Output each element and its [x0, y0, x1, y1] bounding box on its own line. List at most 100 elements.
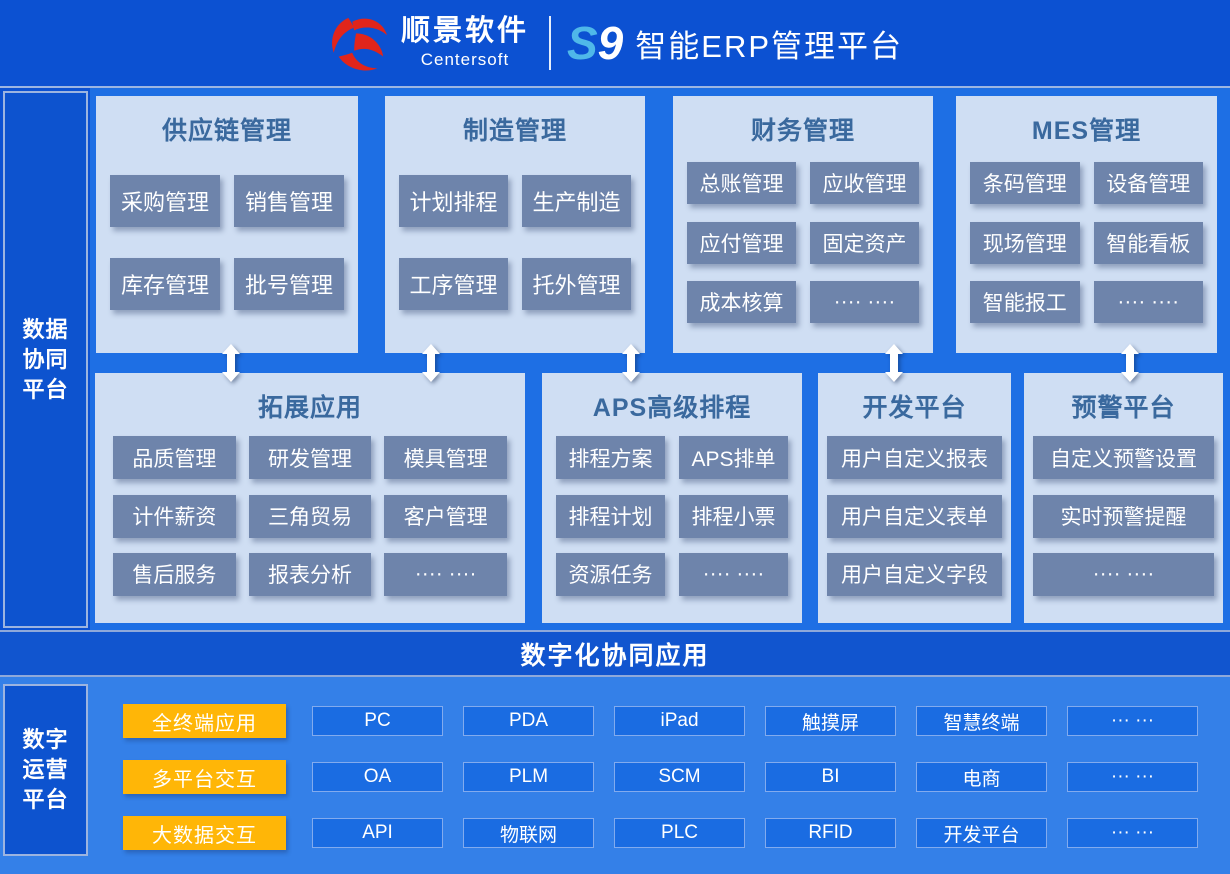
panel-grid: 总账管理 应收管理 应付管理 固定资产 成本核算 ···· ···· — [673, 144, 933, 353]
module-button[interactable]: 用户自定义表单 — [827, 494, 1002, 538]
module-button[interactable]: 智能报工 — [970, 281, 1080, 324]
terminal-button[interactable]: ··· ··· — [1067, 818, 1198, 848]
module-button[interactable]: 固定资产 — [810, 221, 919, 264]
panel-title: 制造管理 — [462, 117, 567, 145]
terminal-button[interactable]: BI — [765, 762, 896, 792]
module-panel-supply-chain: 供应链管理采购管理 销售管理 库存管理 批号管理 — [96, 96, 358, 353]
terminal-button[interactable]: iPad — [614, 706, 745, 736]
panel-title: APS高级排程 — [592, 394, 752, 422]
s9-logo-9: 9 — [597, 17, 624, 69]
module-button[interactable]: 采购管理 — [110, 175, 220, 227]
module-button[interactable]: APS排单 — [679, 436, 788, 480]
sidebar-label-line: 平台 — [22, 376, 69, 402]
terminal-button[interactable]: ··· ··· — [1067, 762, 1198, 792]
sidebar-label-line: 协同 — [22, 346, 69, 372]
category-tag-button[interactable]: 多平台交互 — [123, 760, 286, 794]
module-panel-extended-apps: 拓展应用 品质管理 研发管理 模具管理 计件薪资 三角贸易 客户管理 售后服务 报表分析 ····… — [95, 373, 525, 623]
module-button[interactable]: ···· ···· — [1033, 552, 1214, 596]
sidebar-label-line: 数字 — [22, 727, 69, 752]
module-button[interactable]: 总账管理 — [687, 161, 796, 204]
module-button[interactable]: 成本核算 — [687, 281, 796, 324]
module-button[interactable]: 售后服务 — [113, 552, 236, 596]
module-button[interactable]: 批号管理 — [234, 258, 344, 310]
module-panel-mes: MES管理条码管理 设备管理 现场管理 智能看板 智能报工 ···· ···· — [956, 96, 1217, 353]
updown-arrow-icon — [1121, 344, 1139, 382]
category-tag-button[interactable]: 大数据交互 — [123, 816, 286, 850]
terminal-row: 多平台交互 OA PLM SCM BI 电商 ··· ··· — [0, 760, 1230, 794]
module-button[interactable]: 研发管理 — [248, 436, 372, 480]
brand-name-en: Centersoft — [420, 49, 510, 69]
panel-grid: 计划排程 生产制造 工序管理 托外管理 — [385, 144, 645, 353]
module-button[interactable]: 计件薪资 — [113, 494, 236, 538]
module-button[interactable]: 客户管理 — [384, 494, 507, 538]
updown-arrow-icon — [622, 344, 640, 382]
module-button[interactable]: 现场管理 — [970, 221, 1080, 264]
sidebar-digital-operation-platform: 数字 运营 平台 — [3, 684, 88, 856]
panel-grid: 自定义预警设置 实时预警提醒 ···· ···· — [1024, 421, 1223, 623]
panel-title: 预警平台 — [1071, 394, 1176, 422]
panel-title: 开发平台 — [862, 394, 967, 422]
module-button[interactable]: 品质管理 — [113, 436, 236, 480]
digital-operation-zone: 全终端应用 PC PDA iPad 触摸屏 智慧终端 ··· ··· 多平台交互 OA PLM S… — [0, 677, 1230, 874]
sidebar-label-line: 平台 — [22, 787, 69, 812]
module-button[interactable]: 自定义预警设置 — [1033, 436, 1214, 480]
module-button[interactable]: 实时预警提醒 — [1033, 494, 1214, 538]
terminal-button[interactable]: 电商 — [916, 762, 1047, 792]
module-button[interactable]: ···· ···· — [679, 552, 788, 596]
panel-grid: 品质管理 研发管理 模具管理计件薪资 三角贸易 客户管理售后服务 报表分析 ···· ···… — [95, 421, 525, 623]
category-tag-button[interactable]: 全终端应用 — [123, 704, 286, 738]
sidebar-label-line: 运营 — [22, 757, 69, 782]
module-button[interactable]: 工序管理 — [399, 258, 508, 310]
sidebar-data-collaboration-platform: 数据 协同 平台 — [3, 91, 88, 628]
module-button[interactable]: 三角贸易 — [248, 494, 372, 538]
module-button[interactable]: 托外管理 — [522, 258, 631, 310]
terminal-button[interactable]: API — [312, 818, 443, 848]
terminal-button[interactable]: 物联网 — [463, 818, 594, 848]
terminal-button[interactable]: 触摸屏 — [765, 706, 896, 736]
terminal-button[interactable]: SCM — [614, 762, 745, 792]
module-button[interactable]: ···· ···· — [1093, 281, 1203, 324]
module-button[interactable]: 销售管理 — [234, 175, 344, 227]
panel-grid: 用户自定义报表 用户自定义表单 用户自定义字段 — [818, 421, 1011, 623]
module-panel-finance: 财务管理 总账管理 应收管理 应付管理 固定资产 成本核算 ···· ···· — [673, 96, 933, 353]
module-button[interactable]: 资源任务 — [556, 552, 665, 596]
module-button[interactable]: 排程小票 — [679, 494, 788, 538]
module-button[interactable]: 生产制造 — [522, 175, 631, 227]
module-panel-alert-platform: 预警平台自定义预警设置 实时预警提醒 ···· ···· — [1024, 373, 1223, 623]
module-button[interactable]: 应付管理 — [687, 221, 796, 264]
module-button[interactable]: 计划排程 — [399, 175, 508, 227]
panel-title: MES管理 — [1031, 117, 1142, 145]
module-button[interactable]: 智能看板 — [1093, 221, 1203, 264]
panel-grid: 条码管理 设备管理 现场管理 智能看板 智能报工 ···· ···· — [956, 144, 1217, 353]
brand-group: 顺景软件 Centersoft S9 智能ERP管理平台 — [327, 12, 903, 74]
module-button[interactable]: 排程计划 — [556, 494, 665, 538]
module-button[interactable]: 模具管理 — [384, 436, 507, 480]
panel-title: 供应链管理 — [161, 117, 292, 145]
module-button[interactable]: 排程方案 — [556, 436, 665, 480]
module-button[interactable]: 应收管理 — [810, 161, 919, 204]
module-button[interactable]: 用户自定义字段 — [827, 552, 1002, 596]
terminal-button[interactable]: PDA — [463, 706, 594, 736]
module-button[interactable]: 报表分析 — [248, 552, 372, 596]
terminal-button[interactable]: RFID — [765, 818, 896, 848]
terminal-button[interactable]: PLC — [614, 818, 745, 848]
module-button[interactable]: 设备管理 — [1093, 161, 1203, 204]
module-button[interactable]: ···· ···· — [384, 552, 507, 596]
terminal-button[interactable]: 智慧终端 — [916, 706, 1047, 736]
module-button[interactable]: ···· ···· — [810, 281, 919, 324]
module-panel-dev-platform: 开发平台 用户自定义报表 用户自定义表单 用户自定义字段 — [818, 373, 1011, 623]
terminal-button[interactable]: PLM — [463, 762, 594, 792]
terminal-button[interactable]: OA — [312, 762, 443, 792]
data-collaboration-zone: 供应链管理 采购管理 销售管理 库存管理 批号管理 制造管理 计划排程 生产制造 工序管理 托外… — [90, 88, 1230, 630]
terminal-button[interactable]: ··· ··· — [1067, 706, 1198, 736]
module-panel-manufacturing: 制造管理 计划排程 生产制造 工序管理 托外管理 — [385, 96, 645, 353]
updown-arrow-icon — [422, 344, 440, 382]
terminal-button[interactable]: 开发平台 — [916, 818, 1047, 848]
panel-grid: 排程方案 APS排单 排程计划 排程小票 资源任务 ···· ···· — [542, 421, 802, 623]
module-button[interactable]: 库存管理 — [110, 258, 220, 310]
terminal-button[interactable]: PC — [312, 706, 443, 736]
module-panel-aps: APS高级排程排程方案 APS排单 排程计划 排程小票 资源任务 ···· ···· — [542, 373, 802, 623]
module-button[interactable]: 用户自定义报表 — [827, 436, 1002, 480]
module-button[interactable]: 条码管理 — [970, 161, 1080, 204]
